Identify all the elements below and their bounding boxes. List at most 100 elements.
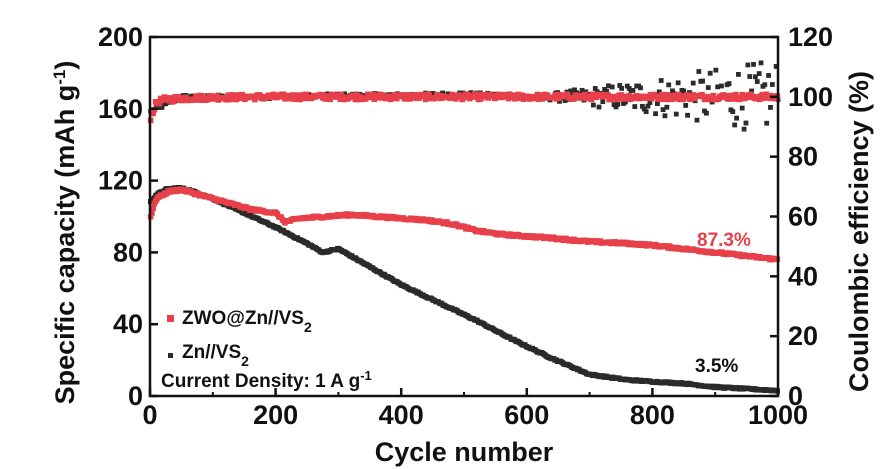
y2-tick-label: 80 <box>788 142 818 172</box>
zwo-efficiency-point <box>588 96 595 103</box>
zn-efficiency-point <box>705 85 711 90</box>
y2-tick-label: 100 <box>788 82 833 112</box>
zn-efficiency-point <box>751 62 756 67</box>
zn-efficiency-point <box>615 101 621 107</box>
zwo-capacity-point <box>149 210 155 216</box>
x-tick-label: 600 <box>504 400 549 430</box>
zn-efficiency-point <box>666 82 672 88</box>
zn-efficiency-point <box>596 104 602 110</box>
zwo-efficiency-point <box>453 96 459 102</box>
zn-efficiency-point <box>734 115 739 121</box>
zn-efficiency-point <box>754 79 760 84</box>
zn-efficiency-point <box>700 78 706 84</box>
zn-efficiency-point <box>562 98 568 103</box>
zn-efficiency-point <box>694 117 700 123</box>
annotation-zwo-retention: 87.3% <box>697 230 751 251</box>
zn-efficiency-point <box>594 89 600 95</box>
zwo-efficiency-point <box>167 95 174 101</box>
zwo-efficiency-point <box>150 110 156 116</box>
zn-efficiency-point <box>743 120 749 126</box>
zn-efficiency-point <box>604 88 609 94</box>
zwo-efficiency-point <box>404 96 410 102</box>
zwo-efficiency-point <box>605 91 611 98</box>
zn-efficiency-point <box>719 83 724 89</box>
y2-tick-label: 20 <box>788 321 818 351</box>
zn-efficiency-point <box>756 71 762 77</box>
zn-efficiency-point <box>662 113 668 119</box>
zn-efficiency-point <box>590 102 596 108</box>
zn-efficiency-point <box>741 126 747 132</box>
x-tick-label: 1000 <box>748 400 808 430</box>
zn-efficiency-point <box>670 88 675 94</box>
zn-efficiency-point <box>592 86 598 91</box>
zn-efficiency-point <box>342 91 348 97</box>
zwo-efficiency-point <box>756 96 763 103</box>
zwo-efficiency-point <box>733 91 739 98</box>
y2-tick-label: 0 <box>788 381 803 411</box>
zn-efficiency-point <box>643 109 649 115</box>
zn-efficiency-point <box>726 81 732 87</box>
x-tick-label: 800 <box>630 400 675 430</box>
zwo-efficiency-point <box>230 92 237 99</box>
zn-efficiency-point <box>762 82 768 88</box>
zn-efficiency-point <box>606 83 611 89</box>
zwo-efficiency-point <box>289 92 296 98</box>
y2-tick-label: 120 <box>788 22 833 52</box>
zwo-efficiency-point <box>669 96 675 103</box>
legend-marker-zn <box>168 353 173 358</box>
zwo-efficiency-point <box>234 95 241 102</box>
zwo-efficiency-point <box>539 96 546 102</box>
x-tick-label: 400 <box>379 400 424 430</box>
zn-efficiency-point <box>752 74 758 80</box>
zn-efficiency-point <box>664 104 670 110</box>
zwo-efficiency-point <box>685 92 691 99</box>
zwo-efficiency-point <box>303 91 310 98</box>
zwo-efficiency-point <box>391 92 398 98</box>
zn-efficiency-point <box>579 87 585 93</box>
zwo-efficiency-point <box>198 97 204 103</box>
zwo-efficiency-point <box>294 92 301 98</box>
zn-efficiency-point <box>747 74 753 79</box>
zn-efficiency-point <box>675 80 681 86</box>
y2-tick-label: 60 <box>788 202 818 232</box>
y-tick-label: 0 <box>128 381 143 411</box>
zwo-efficiency-point <box>512 95 518 102</box>
x-tick-label: 200 <box>253 400 298 430</box>
zn-efficiency-point <box>773 64 779 69</box>
zn-efficiency-point <box>647 100 653 105</box>
zn-efficiency-point <box>681 88 687 94</box>
zwo-capacity-point <box>150 205 156 212</box>
zn-efficiency-point <box>568 88 574 94</box>
zn-efficiency-point <box>715 84 721 90</box>
zn-efficiency-point <box>758 60 764 66</box>
y2-axis-title: Coulombic efficiency (%) <box>844 71 874 392</box>
zn-efficiency-point <box>609 84 615 90</box>
zn-efficiency-point <box>622 99 628 105</box>
y-tick-label: 160 <box>98 94 143 124</box>
zwo-efficiency-point <box>664 91 670 98</box>
y-tick-label: 120 <box>98 166 143 196</box>
zn-efficiency-point <box>655 101 660 107</box>
zn-efficiency-point <box>641 106 647 112</box>
zn-efficiency-point <box>630 87 636 93</box>
zn-efficiency-point <box>660 107 666 113</box>
zn-efficiency-point <box>632 104 638 109</box>
zn-efficiency-point <box>707 70 713 76</box>
zn-efficiency-point <box>683 103 689 108</box>
zwo-capacity-points <box>147 186 781 263</box>
zn-efficiency-point <box>739 105 745 111</box>
zn-efficiency-point <box>572 87 577 93</box>
zn-efficiency-point <box>736 72 741 77</box>
legend-label-zwo: ZWO@Zn//VS2 <box>182 308 312 335</box>
zwo-efficiency-point <box>338 91 345 98</box>
legend: ZWO@Zn//VS2 Zn//VS2 <box>167 308 312 369</box>
zn-efficiency-point <box>673 111 679 117</box>
zn-efficiency-point <box>732 122 738 128</box>
zn-efficiency-point <box>557 98 562 104</box>
zn-efficiency-point <box>638 85 643 91</box>
zn-efficiency-point <box>690 80 696 86</box>
zn-efficiency-point <box>696 69 702 74</box>
zn-efficiency-point <box>764 120 770 126</box>
y-tick-label: 80 <box>113 237 143 267</box>
zwo-efficiency-point <box>156 100 163 107</box>
